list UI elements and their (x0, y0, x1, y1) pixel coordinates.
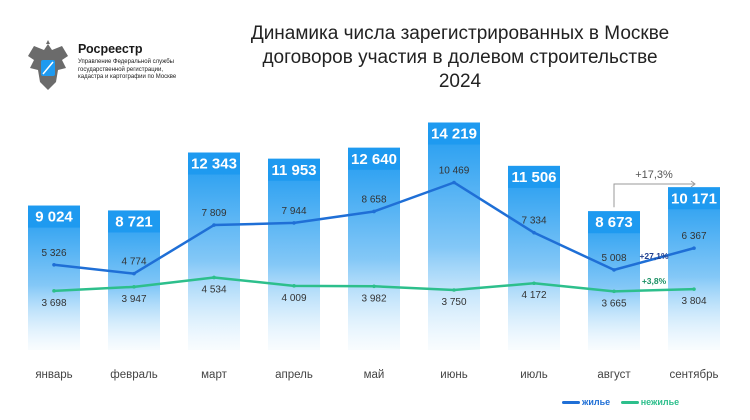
bar-февраль (108, 210, 160, 350)
total-change-label: +17,3% (635, 169, 673, 181)
bar-cap-август (588, 211, 640, 234)
bar-апрель (268, 158, 320, 350)
point-nonresidential (292, 284, 296, 288)
bar-июнь (428, 122, 480, 350)
point-label-nonresidential: 3 698 (41, 298, 66, 309)
point-label-residential: 4 774 (121, 257, 146, 268)
point-residential (372, 209, 376, 214)
bar-total-label: 12 343 (191, 156, 237, 173)
residential-change-label: +27,1% (639, 251, 669, 261)
x-tick-label: апрель (275, 369, 313, 381)
x-tick-label: март (201, 369, 227, 381)
x-tick-label: июнь (440, 369, 467, 381)
point-label-nonresidential: 4 534 (201, 284, 226, 295)
bar-август (588, 211, 640, 350)
x-tick-label: август (597, 369, 631, 381)
chart-title-line1: Динамика числа зарегистрированных в Моск… (250, 23, 670, 44)
point-label-nonresidential: 3 947 (121, 294, 146, 305)
bar-total-label: 12 640 (351, 151, 397, 168)
bar-cap-июнь (428, 122, 480, 145)
x-tick-label: май (364, 369, 385, 381)
point-label-residential: 8 658 (361, 194, 386, 205)
legend-label-nonresidential: нежилье (640, 397, 680, 407)
point-nonresidential (212, 275, 216, 280)
point-label-nonresidential: 3 804 (681, 296, 706, 307)
point-label-nonresidential: 3 665 (601, 298, 626, 309)
chart-title: Динамика числа зарегистрированных в Моск… (210, 22, 710, 94)
point-residential (692, 246, 696, 250)
point-label-nonresidential: 3 982 (361, 293, 386, 304)
org-name: Росреестр (78, 42, 143, 56)
point-label-nonresidential: 3 750 (441, 297, 466, 308)
bar-cap-сентябрь (668, 187, 720, 210)
point-residential (532, 230, 536, 235)
bar-cap-март (188, 152, 240, 175)
point-label-residential: 7 809 (201, 208, 226, 219)
point-label-residential: 7 334 (521, 216, 546, 227)
bar-cap-июль (508, 165, 560, 188)
bar-total-label: 9 024 (35, 209, 73, 226)
bar-cap-май (348, 147, 400, 170)
bar-total-label: 11 953 (271, 162, 316, 179)
point-nonresidential (52, 289, 56, 293)
bar-март (188, 152, 240, 350)
chart-title-year: 2024 (438, 71, 482, 92)
bar-май (348, 147, 400, 350)
bar-июль (508, 165, 560, 350)
x-tick-label: январь (35, 369, 72, 381)
point-residential (452, 180, 456, 185)
bar-total-label: 10 171 (671, 190, 717, 207)
legend: жилье нежилье (562, 397, 687, 407)
point-nonresidential (612, 289, 616, 294)
point-residential (132, 271, 136, 276)
point-label-nonresidential: 4 009 (281, 293, 306, 304)
legend-item-nonresidential: нежилье (620, 397, 680, 407)
point-residential (212, 223, 216, 227)
point-residential (612, 268, 616, 272)
bar-январь (28, 205, 80, 350)
point-label-residential: 5 326 (41, 248, 66, 259)
change-arrow-icon (690, 180, 696, 188)
eagle-emblem-icon (28, 40, 68, 90)
point-label-residential: 6 367 (681, 231, 706, 242)
bar-total-label: 8 721 (115, 213, 153, 230)
legend-item-residential: жилье (562, 397, 610, 407)
legend-swatch-nonresidential (620, 401, 639, 405)
x-tick-label: сентябрь (670, 369, 719, 381)
point-nonresidential (452, 288, 456, 292)
x-tick-label: февраль (110, 369, 157, 381)
bar-total-label: 8 673 (595, 214, 633, 231)
point-label-nonresidential: 4 172 (521, 290, 546, 301)
point-nonresidential (372, 284, 376, 289)
point-label-residential: 10 469 (439, 165, 470, 176)
org-subtitle: Управление Федеральной службы государств… (78, 59, 177, 80)
bar-cap-январь (28, 205, 80, 228)
point-nonresidential (692, 287, 696, 291)
point-label-residential: 5 008 (601, 253, 626, 264)
legend-label-residential: жилье (582, 397, 611, 407)
x-tick-label: июль (520, 369, 548, 381)
point-residential (52, 262, 56, 267)
rosreestr-logo: Росреестр Управление Федеральной службы … (22, 38, 182, 98)
point-nonresidential (132, 285, 136, 289)
nonresidential-change-label: +3,8% (642, 276, 667, 286)
bar-cap-февраль (108, 210, 160, 233)
bar-total-label: 11 506 (511, 169, 556, 186)
bar-cap-апрель (268, 158, 320, 181)
chart-title-line2: договоров участия в долевом строительств… (262, 47, 658, 68)
point-nonresidential (532, 281, 536, 286)
point-label-residential: 7 944 (281, 206, 306, 217)
legend-swatch-residential (562, 401, 580, 405)
point-residential (292, 221, 296, 225)
bar-total-label: 14 219 (431, 125, 477, 142)
bar-сентябрь (668, 187, 720, 350)
